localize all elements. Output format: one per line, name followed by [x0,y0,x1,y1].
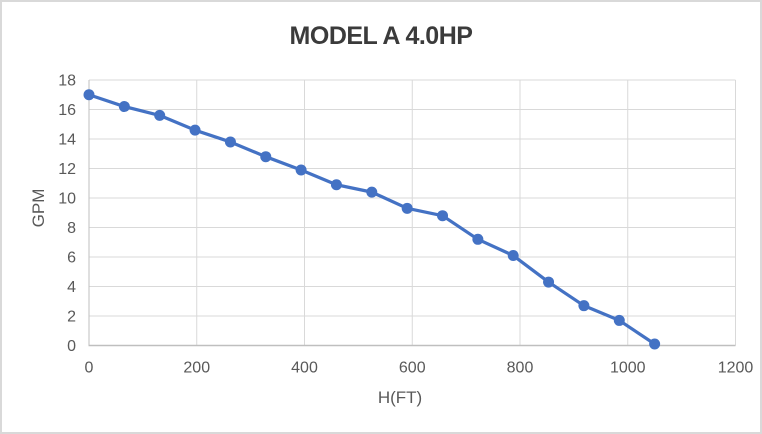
data-point-marker [613,314,625,326]
x-axis-tick-label: 0 [85,360,94,377]
data-point-marker [224,136,236,148]
y-axis-tick-label: 2 [67,309,76,326]
y-axis-tick-label: 4 [67,279,76,296]
data-point-marker [260,151,272,163]
y-axis-title: GPM [29,188,48,228]
data-point-marker [472,233,484,245]
y-axis-tick-label: 18 [58,73,76,90]
x-axis-tick-label: 800 [507,360,534,377]
data-point-marker [295,164,307,176]
data-point-marker [366,186,378,198]
data-point-marker [118,101,130,113]
x-axis-tick-label: 200 [183,360,210,377]
x-axis-tick-label: 600 [399,360,426,377]
y-axis-tick-label: 12 [58,161,76,178]
x-axis-tick-label: 1000 [610,360,646,377]
data-point-marker [649,338,661,350]
x-axis-tick-label: 400 [291,360,318,377]
data-point-marker [543,276,555,288]
data-point-marker [437,210,449,222]
data-point-marker [154,109,166,121]
data-point-marker [578,300,590,312]
y-axis-tick-label: 10 [58,191,76,208]
y-axis-tick-label: 8 [67,220,76,237]
data-point-marker [330,179,342,191]
chart-title: MODEL A 4.0HP [289,22,473,50]
data-point-marker [401,202,413,214]
x-axis-tick-label: 1200 [718,360,754,377]
y-axis-tick-label: 14 [58,132,76,149]
y-axis-tick-label: 6 [67,250,76,267]
data-point-marker [83,89,95,101]
data-point-marker [189,124,201,136]
y-axis-tick-label: 16 [58,102,76,119]
data-point-marker [507,250,519,262]
series-line [87,93,657,346]
x-axis-title: H(FT) [377,388,423,407]
y-axis-tick-label: 0 [67,338,76,355]
